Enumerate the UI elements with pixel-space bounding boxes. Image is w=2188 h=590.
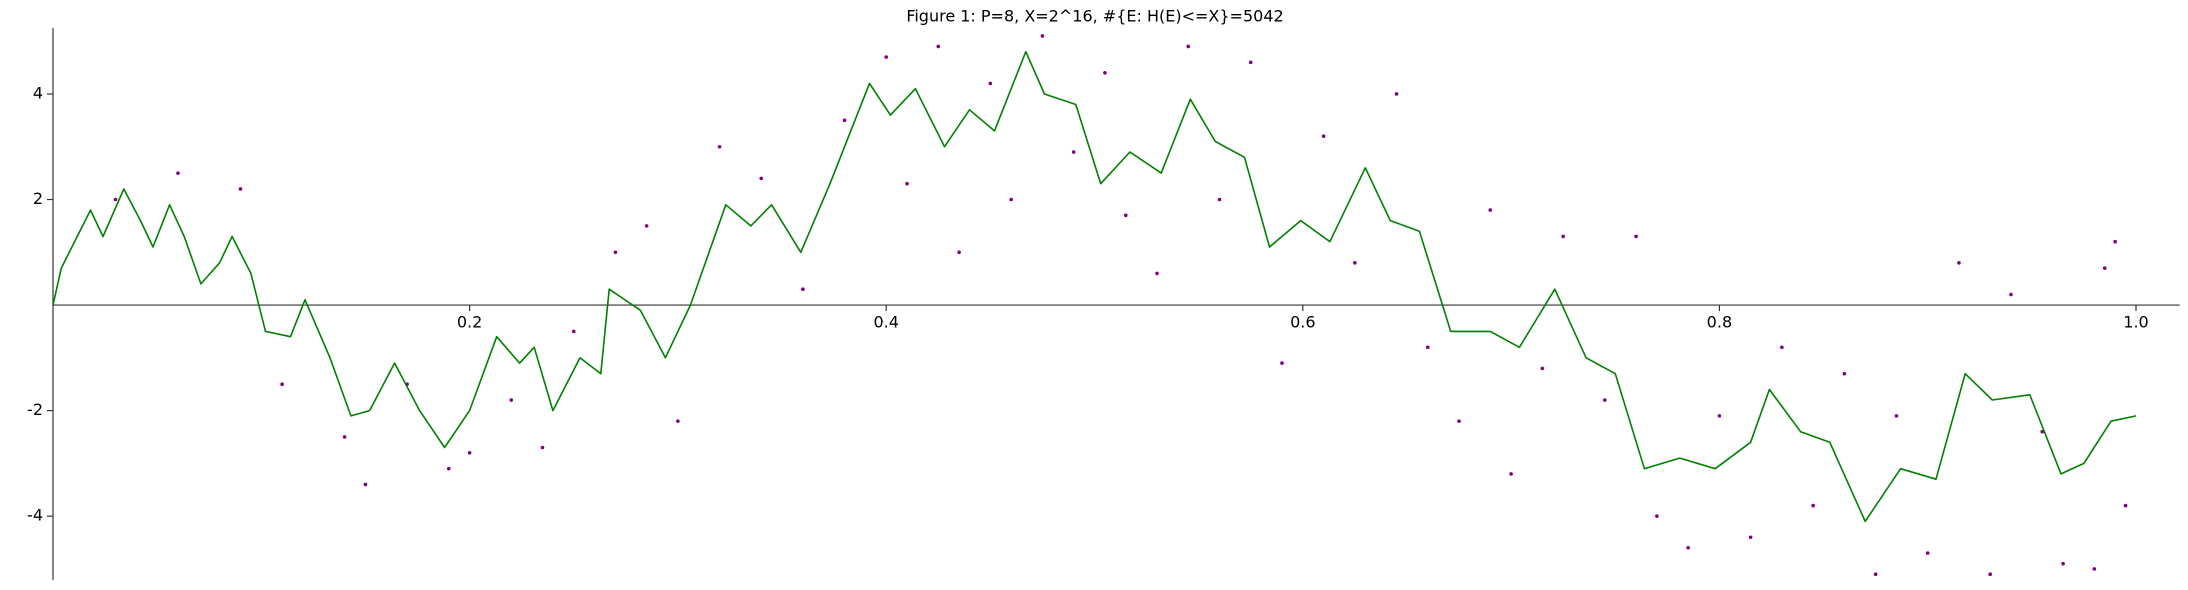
scatter-point bbox=[1509, 472, 1513, 476]
x-tick-label: 0.2 bbox=[457, 313, 482, 332]
scatter-point bbox=[1394, 92, 1399, 96]
scatter-point bbox=[988, 81, 993, 86]
scatter-point bbox=[1603, 398, 1607, 402]
scatter-point bbox=[1655, 514, 1659, 518]
scatter-point bbox=[1425, 345, 1430, 350]
scatter-point bbox=[1925, 551, 1930, 555]
scatter-point bbox=[676, 419, 680, 423]
scatter-point bbox=[2061, 561, 2065, 566]
scatter-point bbox=[1988, 572, 1992, 576]
scatter-point bbox=[1123, 213, 1128, 218]
scatter-point bbox=[1040, 34, 1045, 38]
scatter-point bbox=[842, 118, 847, 123]
scatter-point bbox=[1321, 134, 1326, 138]
scatter-point bbox=[1894, 414, 1899, 418]
scatter-point bbox=[467, 451, 472, 455]
x-tick-label: 1.0 bbox=[2123, 313, 2148, 332]
scatter-point bbox=[1155, 271, 1159, 276]
scatter-point bbox=[905, 181, 909, 186]
scatter-point bbox=[1811, 503, 1815, 508]
scatter-point bbox=[1561, 234, 1565, 239]
scatter-point bbox=[238, 187, 243, 191]
x-tick-label: 0.6 bbox=[1290, 313, 1315, 332]
scatter-point bbox=[1717, 414, 1722, 418]
scatter-point bbox=[571, 329, 576, 334]
scatter-point bbox=[1873, 572, 1878, 576]
scatter-point bbox=[1217, 197, 1222, 202]
scatter-point bbox=[1103, 71, 1107, 75]
scatter-point bbox=[1353, 261, 1357, 265]
scatter-point bbox=[1748, 535, 1753, 540]
y-tick-label: 2 bbox=[33, 189, 43, 208]
scatter-point bbox=[613, 250, 618, 255]
scatter-point bbox=[113, 197, 118, 202]
scatter-point bbox=[446, 466, 451, 471]
scatter-point bbox=[1780, 345, 1784, 350]
scatter-point bbox=[1842, 371, 1847, 376]
scatter-point bbox=[509, 398, 514, 402]
scatter-point bbox=[801, 287, 805, 292]
scatter-point bbox=[1009, 197, 1013, 202]
scatter-point bbox=[717, 144, 722, 149]
scatter-point bbox=[1686, 546, 1690, 550]
scatter-point bbox=[1248, 60, 1253, 65]
scatter-point bbox=[1071, 150, 1076, 154]
scatter-point bbox=[2092, 567, 2097, 571]
x-tick-label: 0.8 bbox=[1707, 313, 1732, 332]
scatter-point bbox=[363, 482, 368, 487]
scatter-point bbox=[2123, 503, 2128, 508]
x-tick-label: 0.4 bbox=[873, 313, 898, 332]
scatter-point bbox=[342, 435, 347, 439]
scatter-point bbox=[1540, 366, 1545, 371]
scatter-point bbox=[884, 55, 888, 59]
y-tick-label: -4 bbox=[27, 506, 43, 525]
scatter-point bbox=[1488, 208, 1493, 212]
scatter-point bbox=[280, 382, 284, 387]
scatter-point bbox=[644, 224, 649, 228]
line bbox=[52, 50, 2137, 523]
scatter-point bbox=[2009, 292, 2013, 297]
scatter-point bbox=[2113, 239, 2117, 244]
scatter-point bbox=[1457, 419, 1461, 423]
scatter-point bbox=[957, 250, 961, 255]
scatter-point bbox=[1957, 261, 1961, 265]
scatter-point bbox=[2102, 266, 2107, 270]
scatter-point bbox=[1280, 361, 1284, 365]
scatter-point bbox=[540, 445, 545, 450]
scatter-point bbox=[1634, 234, 1638, 239]
scatter-point bbox=[936, 44, 941, 49]
y-tick-label: 4 bbox=[33, 83, 43, 102]
y-tick-label: -2 bbox=[27, 400, 43, 419]
chart-title: Figure 1: P=8, X=2^16, #{E: H(E)<=X}=504… bbox=[906, 7, 1283, 26]
scatter-point bbox=[759, 176, 764, 181]
scatter-point bbox=[176, 171, 180, 175]
scatter-point bbox=[1186, 44, 1191, 49]
